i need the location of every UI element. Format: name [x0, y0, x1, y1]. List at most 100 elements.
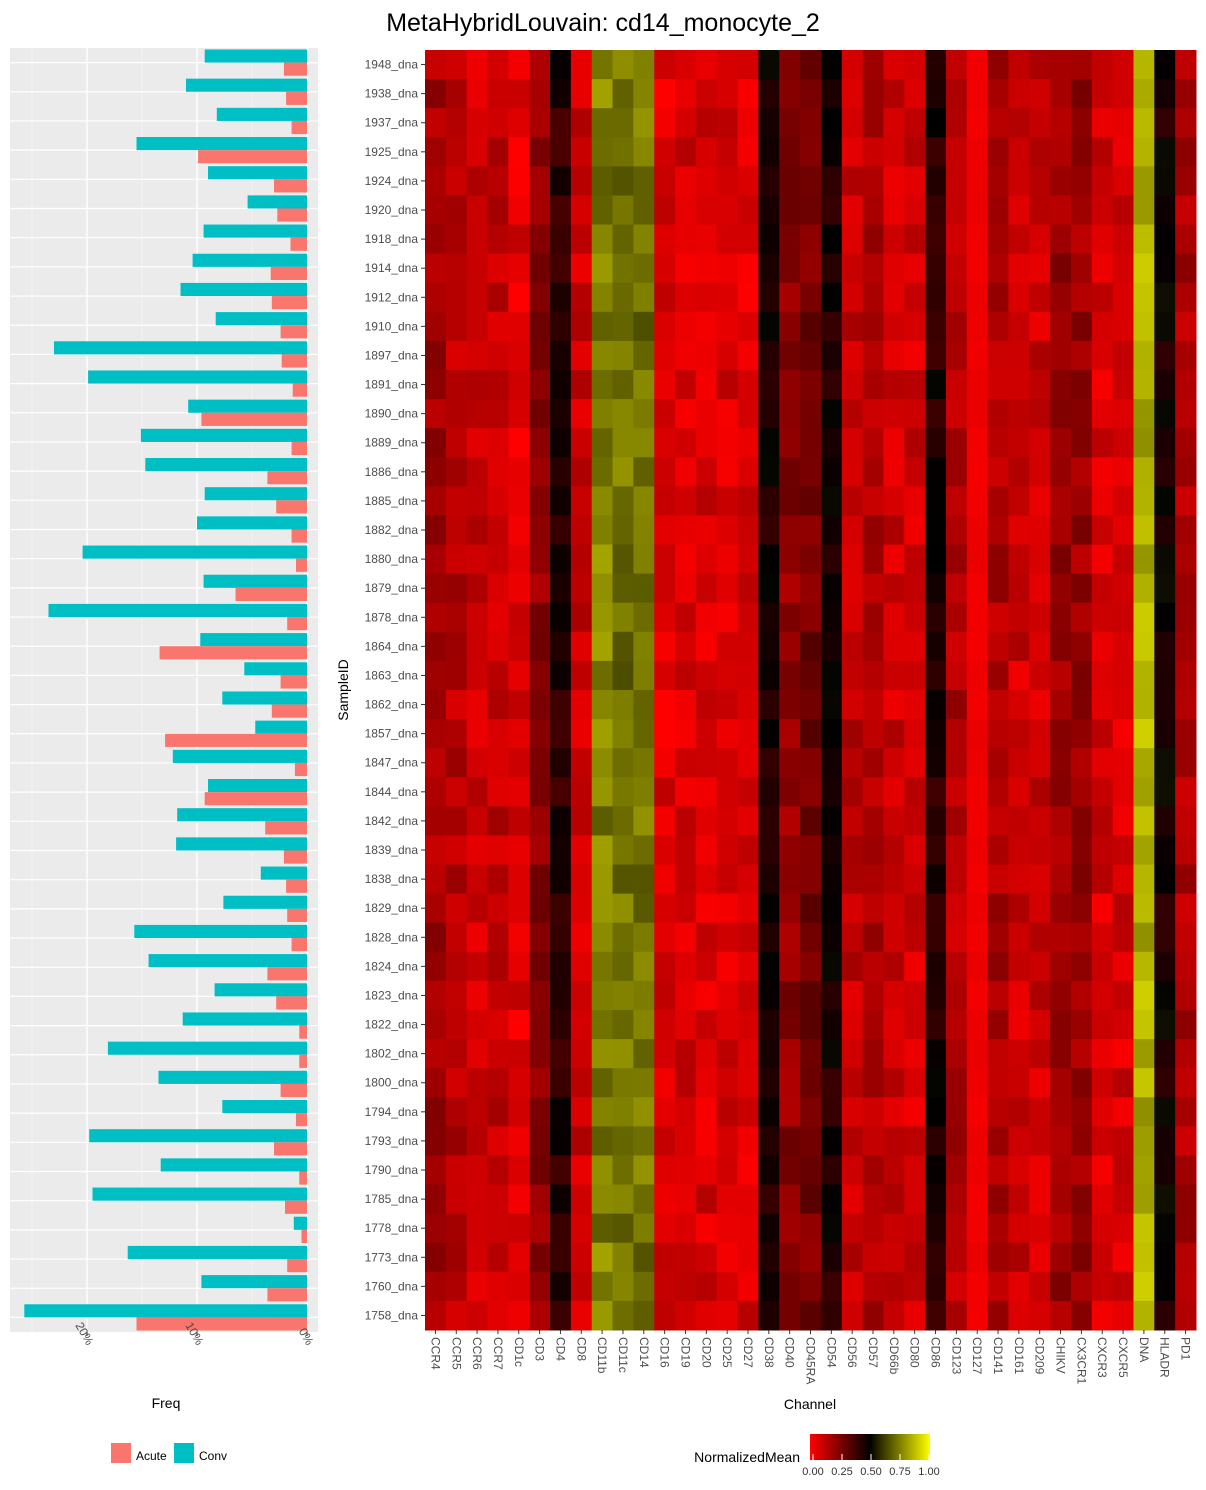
heatmap-cell — [841, 660, 864, 691]
heatmap-cell — [1070, 573, 1093, 604]
heatmap-cell — [1070, 1097, 1093, 1127]
heatmap-cell — [1175, 50, 1197, 80]
heatmap-cell — [529, 980, 551, 1011]
y-tick-label: 1828_dna — [365, 930, 419, 944]
heatmap-cell — [966, 777, 989, 807]
heatmap-cell — [1154, 79, 1176, 109]
heatmap-cell — [675, 806, 697, 836]
heatmap-cell — [1008, 195, 1030, 226]
heatmap-cell — [654, 224, 676, 255]
bar-acute — [267, 471, 307, 485]
heatmap-cell — [737, 282, 759, 313]
heatmap-cell — [841, 893, 864, 924]
heatmap-cell — [1008, 1242, 1030, 1273]
heatmap-cell — [1029, 1271, 1051, 1302]
heatmap-cell — [1050, 1039, 1072, 1069]
heatmap-cell — [425, 515, 447, 546]
heatmap-cell — [987, 1010, 1009, 1040]
heatmap-cell — [445, 340, 468, 371]
heatmap-cell — [945, 748, 968, 778]
heatmap-cell — [883, 1068, 905, 1098]
bar-conv — [244, 662, 307, 676]
heatmap-cell — [737, 515, 759, 546]
heatmap-cell — [1091, 340, 1114, 371]
heatmap-cell — [1070, 602, 1093, 633]
heatmap-cell — [987, 50, 1009, 80]
heatmap-cell — [1133, 1184, 1155, 1215]
bar-acute — [277, 208, 307, 222]
heatmap-cell — [591, 719, 614, 749]
heatmap-cell — [1175, 340, 1197, 371]
heatmap-cell — [1091, 50, 1114, 80]
heatmap-cell — [695, 1242, 718, 1273]
heatmap-cell — [445, 1155, 468, 1186]
heatmap-cell — [1133, 457, 1155, 487]
heatmap-cell — [716, 50, 739, 80]
heatmap-cell — [466, 79, 489, 109]
y-tick-label: 1842_dna — [365, 814, 419, 828]
heatmap-cell — [487, 864, 509, 895]
legend-tick-label: 0.00 — [802, 1466, 823, 1478]
heatmap-cell — [1070, 166, 1093, 196]
heatmap-cell — [987, 253, 1009, 284]
heatmap-cell — [716, 777, 739, 807]
heatmap-cell — [1133, 864, 1155, 895]
heatmap-cell — [529, 951, 551, 982]
heatmap-cell — [716, 79, 739, 109]
heatmap-cell — [779, 1213, 801, 1244]
heatmap-cell — [570, 1184, 593, 1215]
heatmap-cell — [445, 980, 468, 1011]
heatmap-cell — [987, 1300, 1009, 1331]
heatmap-cell — [925, 573, 947, 604]
heatmap-cell — [841, 922, 864, 953]
heatmap-cell — [1112, 1300, 1134, 1331]
heatmap-cell — [737, 1039, 759, 1069]
heatmap-cell — [841, 399, 864, 429]
heatmap-cell — [987, 1213, 1009, 1244]
legend-tick-label: 1.00 — [918, 1466, 939, 1478]
bar-acute — [283, 62, 307, 76]
heatmap-cell — [466, 1097, 489, 1127]
heatmap-cell — [1133, 399, 1155, 429]
heatmap-cell — [716, 1213, 739, 1244]
heatmap-cell — [758, 1068, 780, 1098]
heatmap-cell — [1050, 1271, 1072, 1302]
heatmap-cell — [841, 370, 864, 400]
heatmap-cell — [966, 79, 989, 109]
heatmap-cell — [1112, 631, 1134, 662]
heatmap-cell — [779, 660, 801, 691]
heatmap-cell — [841, 602, 864, 633]
heatmap-cell — [716, 602, 739, 633]
legend-tick-label: 0.50 — [860, 1466, 881, 1478]
heatmap-cell — [1091, 399, 1114, 429]
heatmap-cell — [529, 399, 551, 429]
heatmap-cell — [1050, 660, 1072, 691]
heatmap-cell — [1070, 253, 1093, 284]
x-tick-label: CD86 — [929, 1337, 943, 1368]
bar-conv — [222, 1100, 307, 1114]
heatmap-cell — [654, 457, 676, 487]
heatmap-cell — [654, 690, 676, 720]
heatmap-cell — [425, 1155, 447, 1186]
heatmap-cell — [675, 1271, 697, 1302]
heatmap-cell — [966, 748, 989, 778]
heatmap-cell — [800, 311, 822, 342]
heatmap-cell — [1112, 573, 1134, 604]
heatmap-cell — [1133, 1039, 1155, 1069]
bar-acute — [290, 237, 307, 251]
heatmap-cell — [904, 1300, 926, 1331]
heatmap-cell — [966, 719, 989, 749]
heatmap-cell — [654, 806, 676, 836]
heatmap-cell — [675, 137, 697, 167]
heatmap-cell — [570, 486, 593, 516]
heatmap-cell — [841, 108, 864, 138]
heatmap-legend-title: NormalizedMean — [694, 1449, 800, 1465]
heatmap-cell — [1029, 399, 1051, 429]
heatmap-cell — [612, 1068, 634, 1098]
heatmap-cell — [487, 253, 509, 284]
heatmap-cell — [945, 835, 968, 866]
bar-conv — [203, 574, 307, 588]
heatmap-cell — [445, 1097, 468, 1127]
heatmap-cell — [695, 573, 718, 604]
heatmap-cell — [466, 806, 489, 836]
